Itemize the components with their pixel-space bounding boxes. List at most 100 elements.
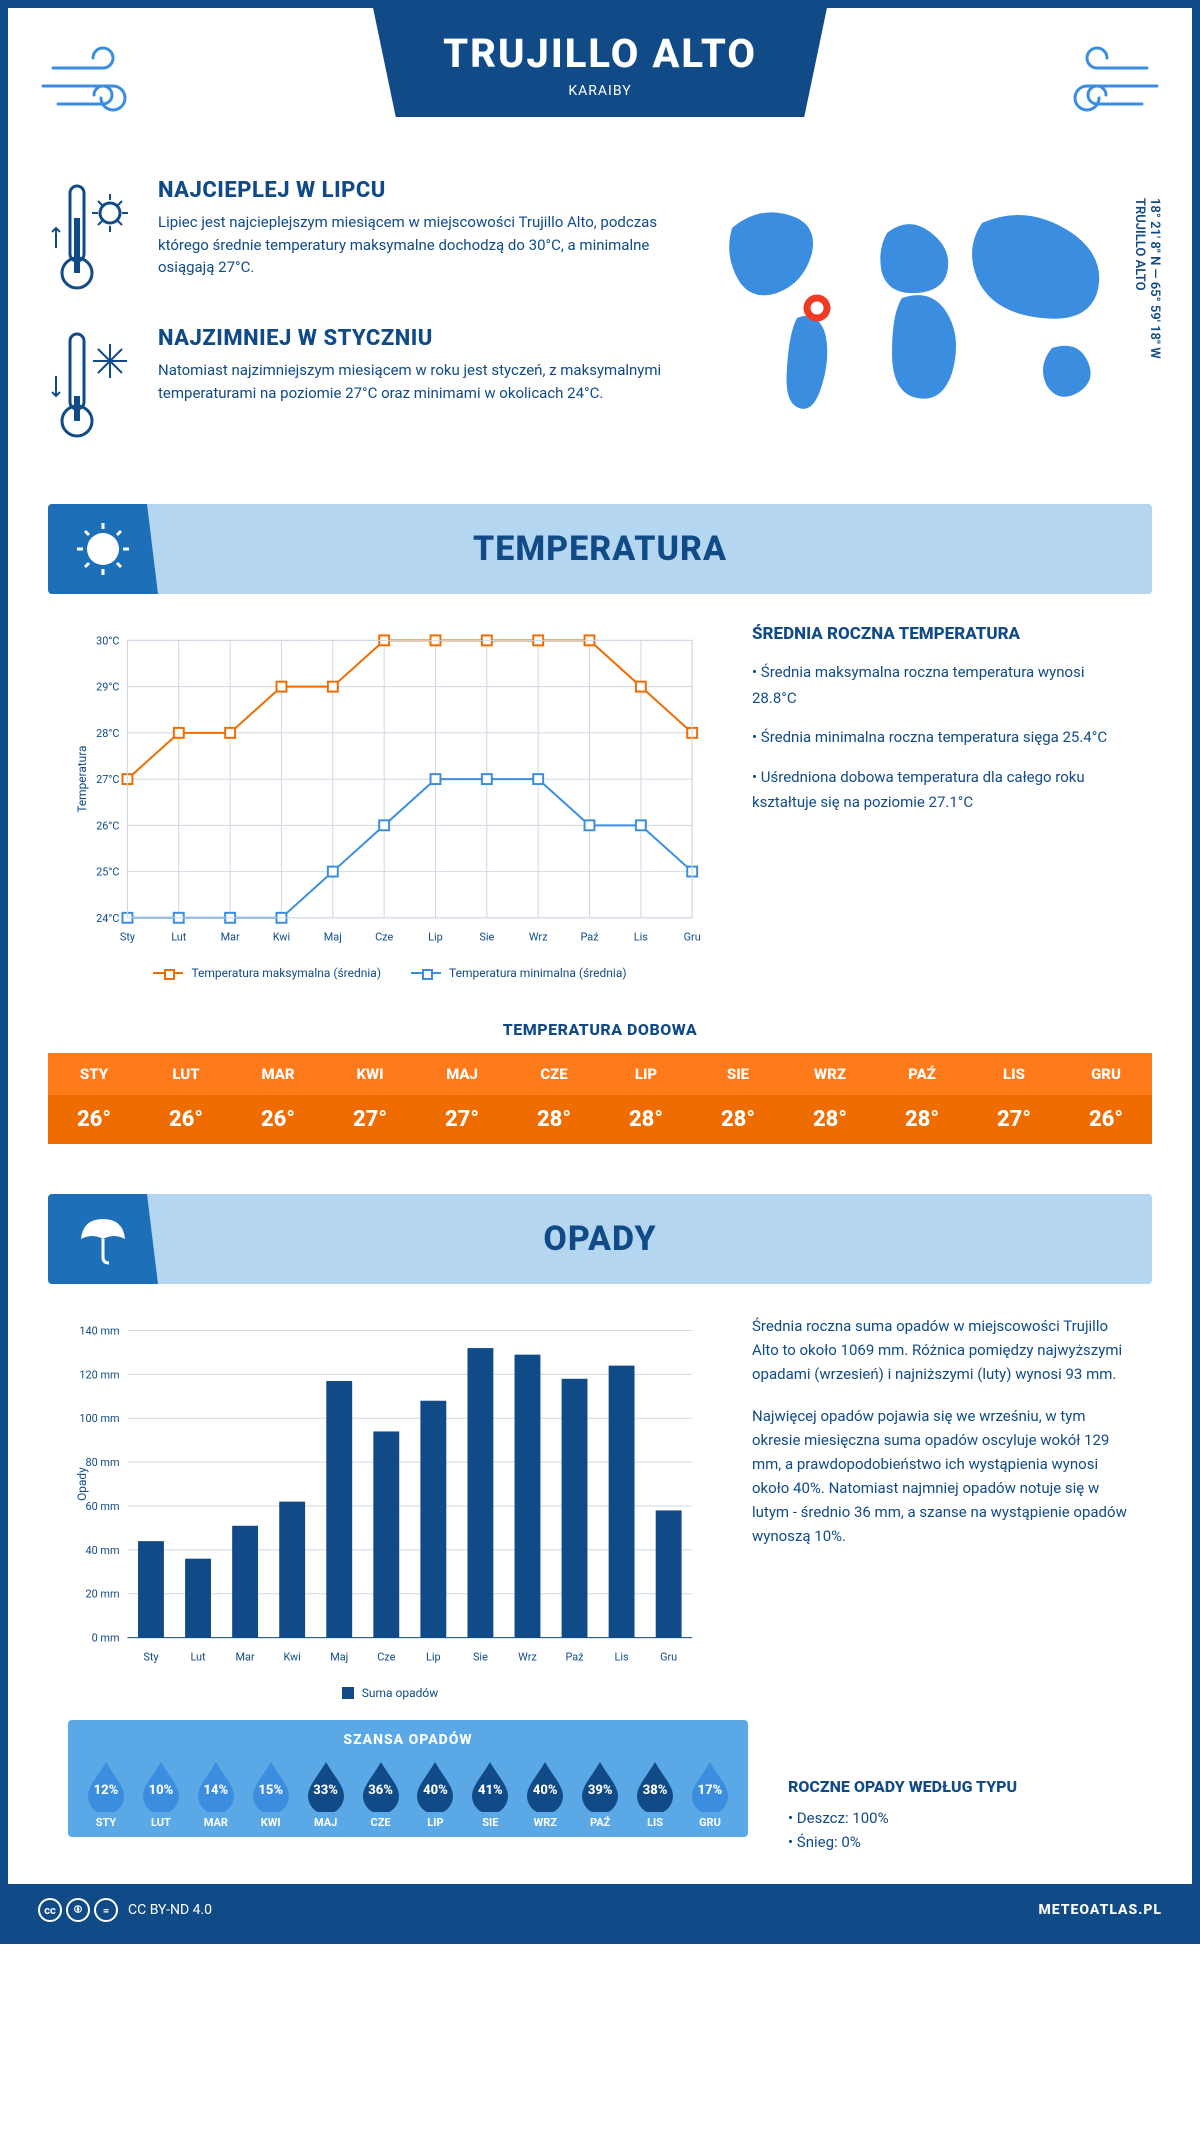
svg-text:Mar: Mar — [236, 1650, 255, 1663]
chance-month: MAJ — [304, 1816, 348, 1829]
annual-type-line: • Deszcz: 100% — [788, 1806, 1132, 1830]
svg-text:27°C: 27°C — [96, 773, 119, 786]
raindrop-icon: 38% — [633, 1758, 677, 1812]
svg-text:Sie: Sie — [473, 1650, 488, 1663]
daily-value: 26° — [232, 1095, 324, 1144]
svg-text:26°C: 26°C — [96, 819, 119, 832]
chance-value: 15% — [249, 1758, 293, 1812]
raindrop-icon: 14% — [194, 1758, 238, 1812]
header: TRUJILLO ALTO KARAIBY — [8, 8, 1192, 158]
svg-text:28°C: 28°C — [96, 727, 119, 740]
temperature-chart: 24°C25°C26°C27°C28°C29°C30°CStyLutMarKwi… — [68, 624, 712, 980]
chance-value: 12% — [84, 1758, 128, 1812]
svg-text:Gru: Gru — [684, 931, 701, 944]
daily-month: CZE — [508, 1053, 600, 1095]
raindrop-icon: 40% — [523, 1758, 567, 1812]
chance-value: 40% — [413, 1758, 457, 1812]
chance-title: SZANSA OPADÓW — [84, 1732, 732, 1748]
svg-text:Kwi: Kwi — [284, 1650, 301, 1663]
coldest-title: NAJZIMNIEJ W STYCZNIU — [158, 326, 672, 351]
svg-text:Temperatura: Temperatura — [75, 746, 89, 813]
raindrop-icon: 33% — [304, 1758, 348, 1812]
chance-value: 10% — [139, 1758, 183, 1812]
raindrop-icon: 12% — [84, 1758, 128, 1812]
thermometer-cold-icon — [48, 326, 138, 446]
daily-month: MAR — [232, 1053, 324, 1095]
svg-text:120 mm: 120 mm — [79, 1368, 119, 1381]
chance-value: 38% — [633, 1758, 677, 1812]
rain-chance-box: SZANSA OPADÓW 12% STY 10% LUT 14% MAR — [68, 1720, 748, 1837]
chance-value: 33% — [304, 1758, 348, 1812]
svg-text:Cze: Cze — [375, 931, 393, 944]
daily-month: LIS — [968, 1053, 1060, 1095]
precipitation-legend: Suma opadów — [68, 1686, 712, 1700]
coldest-block: NAJZIMNIEJ W STYCZNIU Natomiast najzimni… — [48, 326, 672, 446]
daily-month: MAJ — [416, 1053, 508, 1095]
daily-value: 26° — [140, 1095, 232, 1144]
temperature-legend: Temperatura maksymalna (średnia) Tempera… — [68, 966, 712, 980]
annual-precipitation-type: ROCZNE OPADY WEDŁUG TYPU • Deszcz: 100% … — [788, 1777, 1132, 1854]
intro-text-column: NAJCIEPLEJ W LIPCU Lipiec jest najcieple… — [48, 178, 672, 474]
sun-icon — [48, 504, 158, 594]
chance-month: LIP — [413, 1816, 457, 1829]
daily-value: 28° — [784, 1095, 876, 1144]
chance-column: 33% MAJ — [304, 1758, 348, 1829]
chance-month: LUT — [139, 1816, 183, 1829]
page: TRUJILLO ALTO KARAIBY NAJCIEPLEJ W LIPCU… — [0, 0, 1200, 1944]
coldest-body: Natomiast najzimniejszym miesiącem w rok… — [158, 359, 672, 404]
svg-text:Lut: Lut — [190, 1650, 206, 1663]
svg-text:20 mm: 20 mm — [86, 1588, 120, 1601]
chance-column: 10% LUT — [139, 1758, 183, 1829]
daily-value: 27° — [968, 1095, 1060, 1144]
chance-value: 39% — [578, 1758, 622, 1812]
raindrop-icon: 10% — [139, 1758, 183, 1812]
raindrop-icon: 41% — [468, 1758, 512, 1812]
chance-column: 15% KWI — [249, 1758, 293, 1829]
daily-temp-table: STYLUTMARKWIMAJCZELIPSIEWRZPAŹLISGRU 26°… — [48, 1053, 1152, 1144]
chance-month: SIE — [468, 1816, 512, 1829]
intro-section: NAJCIEPLEJ W LIPCU Lipiec jest najcieple… — [8, 158, 1192, 504]
chance-column: 12% STY — [84, 1758, 128, 1829]
annual-type-heading: ROCZNE OPADY WEDŁUG TYPU — [788, 1777, 1132, 1796]
legend-min: Temperatura minimalna (średnia) — [449, 966, 627, 980]
temp-summary-heading: ŚREDNIA ROCZNA TEMPERATURA — [752, 624, 1132, 644]
chance-value: 14% — [194, 1758, 238, 1812]
raindrop-icon: 39% — [578, 1758, 622, 1812]
map-column: 18° 21' 8" N — 65° 59' 18" W TRUJILLO AL… — [702, 178, 1152, 474]
svg-text:40 mm: 40 mm — [86, 1544, 120, 1557]
temperature-row: 24°C25°C26°C27°C28°C29°C30°CStyLutMarKwi… — [8, 624, 1192, 1010]
precipitation-summary: Średnia roczna suma opadów w miejscowośc… — [752, 1314, 1132, 1700]
svg-text:60 mm: 60 mm — [86, 1500, 120, 1513]
svg-text:0 mm: 0 mm — [92, 1632, 120, 1645]
chance-column: 39% PAŹ — [578, 1758, 622, 1829]
chance-month: LIS — [633, 1816, 677, 1829]
chance-month: WRZ — [523, 1816, 567, 1829]
temperature-summary: ŚREDNIA ROCZNA TEMPERATURA • Średnia mak… — [752, 624, 1132, 980]
svg-text:Gru: Gru — [660, 1650, 677, 1663]
license-block: cc🅯= CC BY-ND 4.0 — [38, 1898, 212, 1922]
raindrop-icon: 15% — [249, 1758, 293, 1812]
wind-icon — [38, 38, 168, 128]
warmest-body: Lipiec jest najcieplejszym miesiącem w m… — [158, 211, 672, 279]
region-subtitle: KARAIBY — [443, 83, 757, 99]
raindrop-icon: 36% — [359, 1758, 403, 1812]
umbrella-icon — [48, 1194, 158, 1284]
daily-month: GRU — [1060, 1053, 1152, 1095]
daily-value: 28° — [692, 1095, 784, 1144]
city-title: TRUJILLO ALTO — [443, 30, 757, 77]
precipitation-section-banner: OPADY — [48, 1194, 1152, 1284]
chance-column: 14% MAR — [194, 1758, 238, 1829]
svg-text:Sie: Sie — [479, 931, 494, 944]
chance-month: CZE — [359, 1816, 403, 1829]
daily-value: 26° — [48, 1095, 140, 1144]
temp-summary-line: • Średnia minimalna roczna temperatura s… — [752, 725, 1132, 751]
daily-month: STY — [48, 1053, 140, 1095]
svg-text:Sty: Sty — [143, 1650, 159, 1663]
svg-text:Sty: Sty — [120, 931, 136, 944]
chance-column: 41% SIE — [468, 1758, 512, 1829]
legend-max: Temperatura maksymalna (średnia) — [191, 966, 381, 980]
svg-text:Lut: Lut — [171, 931, 187, 944]
svg-text:25°C: 25°C — [96, 866, 119, 879]
svg-text:Lis: Lis — [615, 1650, 630, 1663]
svg-text:80 mm: 80 mm — [86, 1456, 120, 1469]
